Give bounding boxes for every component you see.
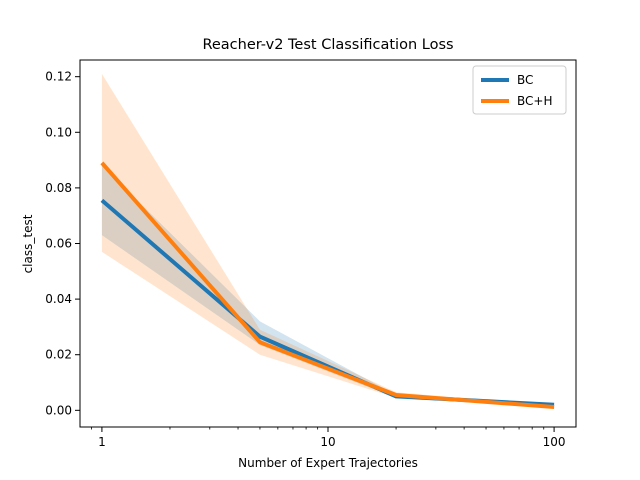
y-axis: 0.00 0.02 0.04 0.06 0.08 0.10 0.12 <box>45 70 80 417</box>
band-series-0 <box>101 165 555 406</box>
x-tick-label: 100 <box>543 435 566 449</box>
y-tick-label: 0.06 <box>45 237 72 251</box>
legend: BC BC+H <box>472 65 567 115</box>
y-tick-label: 0.00 <box>45 403 72 417</box>
x-axis: 1 10 100 <box>91 427 566 449</box>
y-tick-label: 0.02 <box>45 348 72 362</box>
series-lines <box>100 161 555 409</box>
legend-label: BC+H <box>517 94 552 108</box>
y-tick-label: 0.04 <box>45 292 72 306</box>
y-tick-label: 0.12 <box>45 70 72 84</box>
band-series-1 <box>101 73 555 408</box>
chart-title: Reacher-v2 Test Classification Loss <box>202 37 453 53</box>
y-tick-label: 0.10 <box>45 125 72 139</box>
y-axis-label: class_test <box>21 214 35 273</box>
x-tick-label: 1 <box>98 435 106 449</box>
confidence-bands <box>101 73 555 408</box>
y-tick-label: 0.08 <box>45 181 72 195</box>
line-series-1 <box>100 161 555 409</box>
x-tick-label: 10 <box>320 435 335 449</box>
x-axis-label: Number of Expert Trajectories <box>238 456 418 470</box>
legend-label: BC <box>517 73 533 87</box>
